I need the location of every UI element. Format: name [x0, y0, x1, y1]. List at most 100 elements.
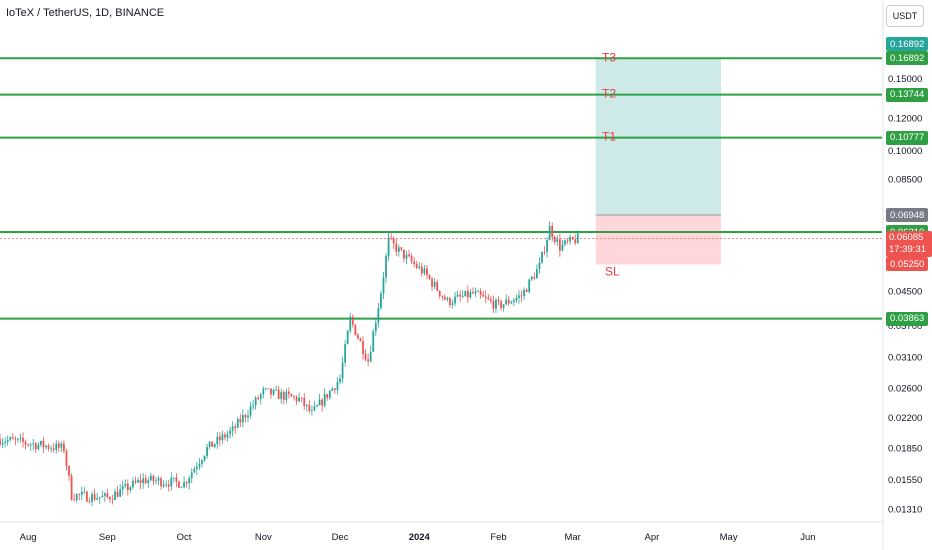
- candle-body-217: [553, 236, 556, 242]
- candle-body-108: [275, 389, 277, 391]
- candle-body-144: [367, 359, 370, 362]
- candle-body-39: [98, 497, 101, 499]
- x-tick-label-2: Oct: [177, 532, 192, 543]
- candle-body-112: [285, 391, 288, 400]
- candle-body-222: [566, 240, 569, 242]
- candle-body-193: [492, 300, 495, 309]
- candle-body-8: [19, 437, 22, 439]
- candle-body-79: [201, 460, 203, 464]
- candle-body-158: [403, 249, 405, 259]
- candle-body-100: [254, 397, 257, 406]
- candle-body-50: [126, 483, 129, 491]
- time-axis[interactable]: Aug Sep Oct Nov Dec 2024 Feb Mar Apr May Jun: [20, 532, 816, 543]
- candle-body-202: [515, 297, 518, 301]
- candle-body-15: [37, 444, 40, 450]
- candle-body-120: [305, 404, 308, 406]
- candle-body-10: [24, 441, 27, 445]
- candle-body-119: [303, 397, 306, 406]
- candle-body-63: [160, 478, 162, 487]
- candle-body-148: [377, 308, 380, 323]
- candle-body-4: [9, 437, 12, 440]
- candle-body-94: [239, 419, 242, 423]
- candle-body-123: [313, 406, 316, 411]
- candle-body-46: [116, 491, 119, 497]
- candle-body-176: [449, 298, 451, 306]
- x-tick-label-8: Apr: [645, 532, 660, 543]
- candle-body-93: [236, 419, 239, 428]
- candle-body-27: [68, 465, 70, 476]
- candle-body-75: [190, 472, 193, 479]
- candle-body-124: [316, 405, 318, 407]
- candle-body-143: [364, 353, 367, 360]
- t2-price-label: 0.13744: [886, 87, 928, 102]
- candle-body-5: [11, 437, 14, 439]
- candle-body-24: [60, 443, 63, 448]
- candle-body-135: [344, 344, 347, 363]
- candle-body-23: [57, 443, 60, 448]
- candle-body-84: [213, 444, 216, 447]
- candle-body-29: [73, 499, 76, 501]
- x-tick-label-4: Dec: [332, 532, 349, 543]
- candle-body-42: [106, 493, 109, 498]
- candle-body-61: [155, 480, 157, 482]
- y-tick-label-13: 0.12000: [888, 114, 922, 125]
- candle-body-192: [489, 299, 492, 301]
- candle-body-36: [91, 494, 93, 502]
- x-tick-label-10: Jun: [800, 532, 815, 543]
- candle-body-6: [14, 438, 17, 440]
- candle-body-137: [349, 316, 352, 331]
- candle-body-157: [400, 247, 403, 250]
- candle-body-169: [431, 278, 433, 287]
- candle-body-136: [346, 330, 349, 345]
- candle-body-164: [418, 266, 421, 268]
- candle-body-184: [469, 292, 472, 298]
- level-name-t3: T3: [602, 50, 616, 64]
- candle-body-66: [167, 484, 170, 487]
- candle-body-47: [119, 489, 122, 497]
- candle-body-180: [459, 294, 462, 297]
- candle-body-9: [22, 437, 24, 442]
- last-price-value: 0.06085: [889, 232, 924, 244]
- candle-body-140: [357, 334, 359, 339]
- candle-body-182: [464, 290, 467, 297]
- candle-body-155: [395, 243, 398, 252]
- candle-body-186: [474, 291, 477, 294]
- candle-body-156: [397, 247, 400, 252]
- candle-body-201: [512, 300, 515, 303]
- candle-body-121: [308, 404, 311, 411]
- candle-body-175: [446, 298, 449, 300]
- support-price-label: 0.03863: [886, 311, 928, 326]
- candle-body-53: [134, 480, 137, 483]
- candle-body-91: [231, 426, 234, 431]
- candle-body-51: [129, 487, 132, 491]
- candle-body-151: [385, 255, 387, 278]
- candle-body-139: [354, 324, 357, 335]
- y-tick-label-14: 0.15000: [888, 74, 922, 85]
- x-tick-label-3: Nov: [255, 532, 272, 543]
- candle-body-153: [390, 237, 393, 239]
- candle-body-43: [109, 497, 111, 500]
- candle-body-190: [484, 296, 487, 298]
- candle-body-85: [216, 436, 219, 445]
- entry-price-label: 0.06948: [886, 208, 928, 223]
- candle-body-40: [101, 495, 104, 498]
- candle-body-99: [252, 405, 254, 407]
- candle-body-198: [505, 299, 508, 305]
- candle-body-74: [188, 478, 191, 484]
- candle-body-207: [528, 279, 531, 293]
- candle-body-0: [0, 439, 1, 445]
- candle-body-130: [331, 388, 334, 391]
- x-tick-label-0: Aug: [20, 532, 37, 543]
- candle-body-103: [262, 388, 265, 395]
- candle-body-224: [571, 237, 574, 240]
- candle-body-104: [264, 388, 267, 390]
- candle-body-72: [183, 482, 185, 488]
- currency-button[interactable]: USDT: [886, 5, 924, 27]
- level-name-t2: T2: [602, 87, 616, 101]
- candle-body-177: [451, 303, 454, 306]
- candle-body-134: [341, 362, 344, 379]
- candle-body-159: [405, 254, 408, 259]
- candle-body-194: [495, 299, 497, 309]
- candle-body-22: [55, 443, 58, 450]
